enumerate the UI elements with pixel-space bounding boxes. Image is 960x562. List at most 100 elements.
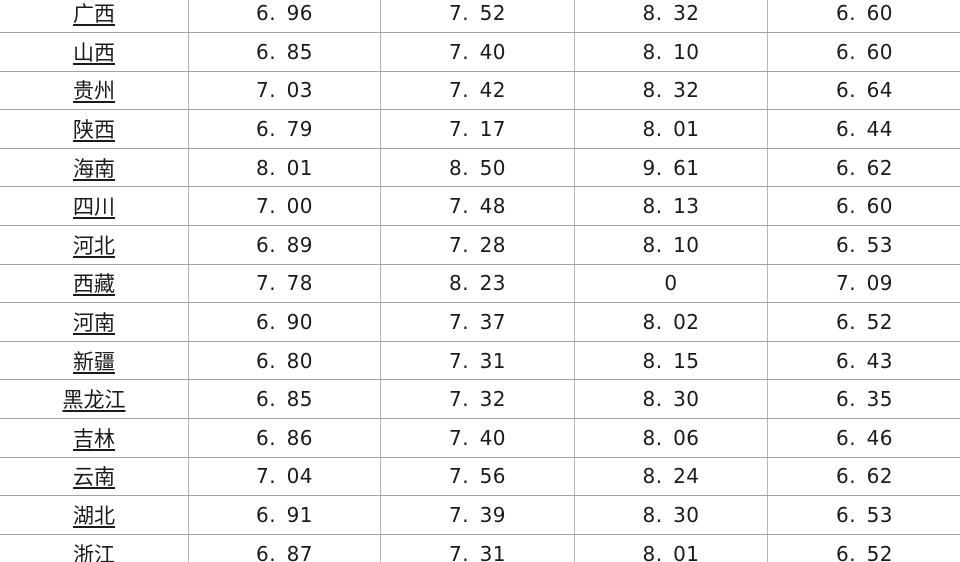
value-cell-col2: 8. 50: [380, 147, 575, 188]
value-cell-col4: 7. 09: [767, 263, 960, 304]
region-cell: 吉林: [0, 417, 189, 458]
value-cell-col1: 7. 78: [188, 263, 381, 304]
region-cell: 云南: [0, 456, 189, 497]
province-link[interactable]: 河北: [73, 233, 115, 258]
province-link[interactable]: 海南: [73, 156, 115, 181]
value-cell-col2: 7. 48: [380, 186, 575, 226]
value-cell-col2: 7. 52: [380, 0, 575, 33]
value-cell-col4: 6. 46: [767, 417, 960, 458]
value-cell-col4: 6. 62: [767, 147, 960, 188]
value-cell-col4: 6. 44: [767, 109, 960, 149]
province-link[interactable]: 黑龙江: [62, 388, 126, 413]
region-cell: 海南: [0, 147, 189, 188]
value-cell-col3: 8. 01: [574, 533, 768, 562]
value-cell-col1: 6. 96: [188, 0, 381, 33]
province-link[interactable]: 四川: [73, 195, 115, 220]
value-cell-col1: 6. 90: [188, 302, 381, 342]
value-cell-col1: 6. 87: [188, 533, 381, 562]
value-cell-col2: 7. 31: [380, 340, 575, 381]
region-cell: 河北: [0, 224, 189, 265]
value-cell-col3: 8. 02: [574, 302, 768, 342]
region-cell: 广西: [0, 0, 189, 33]
value-cell-col1: 6. 80: [188, 340, 381, 381]
value-cell-col4: 6. 35: [767, 379, 960, 419]
table-row: 浙江 6. 87 7. 31 8. 01 6. 52: [0, 533, 960, 562]
region-cell: 山西: [0, 32, 189, 72]
value-cell-col1: 6. 79: [188, 109, 381, 149]
table-row: 吉林 6. 86 7. 40 8. 06 6. 46: [0, 417, 960, 458]
province-link[interactable]: 河南: [73, 310, 115, 335]
table-row: 陕西 6. 79 7. 17 8. 01 6. 44: [0, 109, 960, 149]
table-row: 云南 7. 04 7. 56 8. 24 6. 62: [0, 456, 960, 497]
value-cell-col2: 8. 23: [380, 263, 575, 304]
value-cell-col2: 7. 56: [380, 456, 575, 497]
value-cell-col2: 7. 40: [380, 417, 575, 458]
province-link[interactable]: 云南: [73, 465, 115, 490]
value-cell-col3: 8. 32: [574, 70, 768, 111]
table-row: 四川 7. 00 7. 48 8. 13 6. 60: [0, 186, 960, 226]
value-cell-col4: 6. 60: [767, 0, 960, 33]
table-row: 湖北 6. 91 7. 39 8. 30 6. 53: [0, 495, 960, 535]
region-cell: 四川: [0, 186, 189, 226]
value-cell-col3: 8. 24: [574, 456, 768, 497]
value-cell-col3: 8. 15: [574, 340, 768, 381]
value-cell-col1: 8. 01: [188, 147, 381, 188]
region-cell: 湖北: [0, 495, 189, 535]
value-cell-col4: 6. 53: [767, 495, 960, 535]
value-cell-col4: 6. 53: [767, 224, 960, 265]
province-link[interactable]: 吉林: [73, 426, 115, 451]
province-link[interactable]: 广西: [73, 2, 115, 27]
province-link[interactable]: 陕西: [73, 117, 115, 142]
table-row: 黑龙江 6. 85 7. 32 8. 30 6. 35: [0, 379, 960, 419]
region-cell: 贵州: [0, 70, 189, 111]
value-cell-col1: 7. 04: [188, 456, 381, 497]
table-row: 贵州 7. 03 7. 42 8. 32 6. 64: [0, 70, 960, 111]
region-cell: 黑龙江: [0, 379, 189, 419]
value-cell-col2: 7. 32: [380, 379, 575, 419]
value-cell-col4: 6. 52: [767, 302, 960, 342]
value-cell-col3: 8. 06: [574, 417, 768, 458]
value-cell-col3: 9. 61: [574, 147, 768, 188]
table-row: 新疆 6. 80 7. 31 8. 15 6. 43: [0, 340, 960, 381]
table-row: 河南 6. 90 7. 37 8. 02 6. 52: [0, 302, 960, 342]
table-row: 山西 6. 85 7. 40 8. 10 6. 60: [0, 32, 960, 72]
region-cell: 西藏: [0, 263, 189, 304]
value-cell-col3: 8. 01: [574, 109, 768, 149]
province-link[interactable]: 西藏: [73, 272, 115, 297]
value-cell-col1: 7. 03: [188, 70, 381, 111]
province-link[interactable]: 湖北: [73, 503, 115, 528]
value-cell-col2: 7. 42: [380, 70, 575, 111]
value-cell-col3: 8. 32: [574, 0, 768, 33]
table-row: 海南 8. 01 8. 50 9. 61 6. 62: [0, 147, 960, 188]
value-cell-col3: 0: [574, 263, 768, 304]
value-cell-col4: 6. 64: [767, 70, 960, 111]
value-cell-col4: 6. 52: [767, 533, 960, 562]
region-cell: 河南: [0, 302, 189, 342]
table-row: 广西 6. 96 7. 52 8. 32 6. 60: [0, 0, 960, 33]
value-cell-col1: 6. 85: [188, 379, 381, 419]
province-link[interactable]: 山西: [73, 40, 115, 65]
value-cell-col3: 8. 10: [574, 32, 768, 72]
value-cell-col2: 7. 17: [380, 109, 575, 149]
province-link[interactable]: 浙江: [73, 542, 115, 562]
value-cell-col1: 6. 91: [188, 495, 381, 535]
value-cell-col3: 8. 13: [574, 186, 768, 226]
region-cell: 新疆: [0, 340, 189, 381]
region-cell: 浙江: [0, 533, 189, 562]
value-cell-col2: 7. 39: [380, 495, 575, 535]
value-cell-col2: 7. 40: [380, 32, 575, 72]
value-cell-col3: 8. 10: [574, 224, 768, 265]
value-cell-col2: 7. 28: [380, 224, 575, 265]
value-cell-col3: 8. 30: [574, 379, 768, 419]
value-cell-col2: 7. 31: [380, 533, 575, 562]
value-cell-col3: 8. 30: [574, 495, 768, 535]
value-cell-col4: 6. 62: [767, 456, 960, 497]
value-cell-col4: 6. 60: [767, 32, 960, 72]
province-link[interactable]: 贵州: [73, 79, 115, 104]
value-cell-col1: 7. 00: [188, 186, 381, 226]
value-cell-col4: 6. 43: [767, 340, 960, 381]
province-link[interactable]: 新疆: [73, 349, 115, 374]
